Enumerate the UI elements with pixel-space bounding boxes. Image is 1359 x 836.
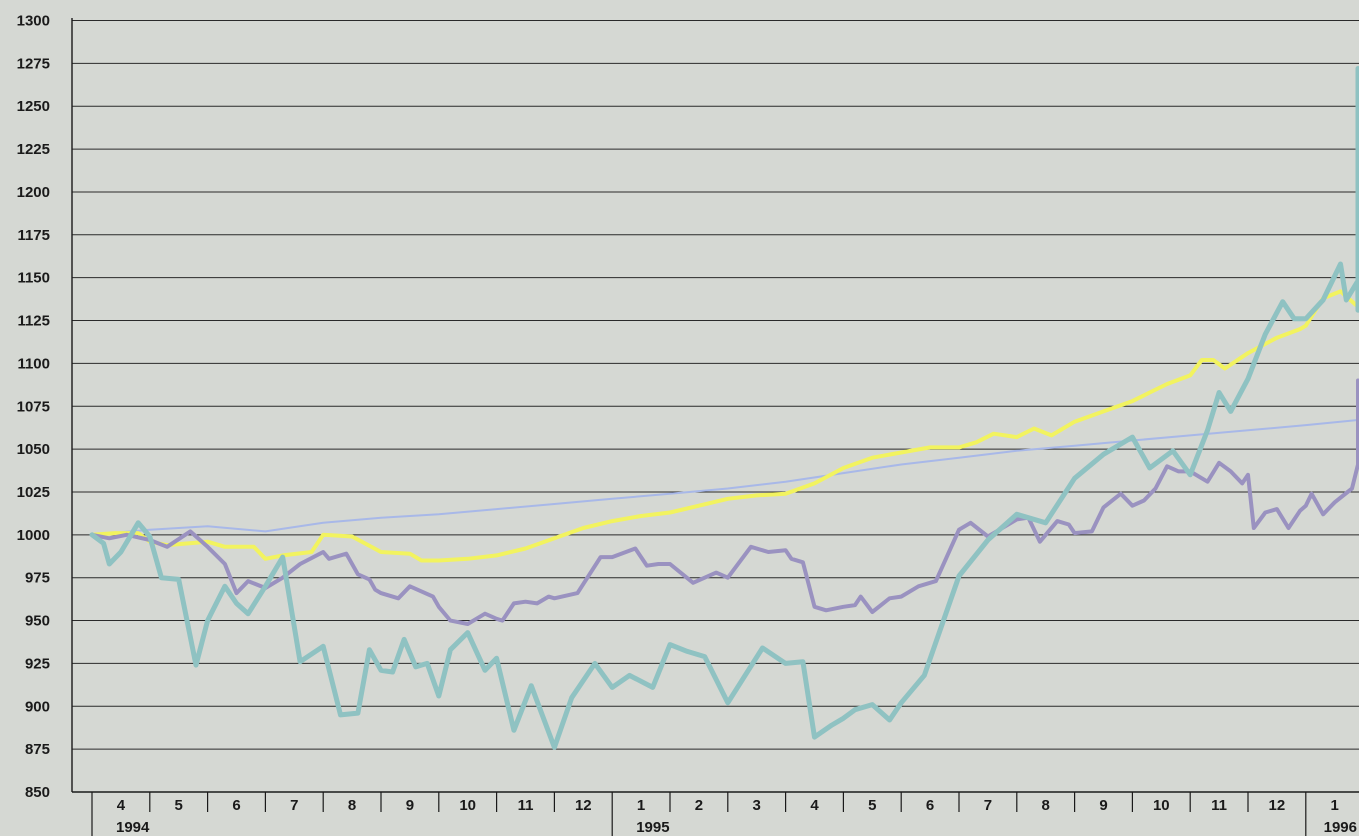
x-month-label: 9: [406, 797, 414, 814]
y-axis-tick-labels: 850 875 900 925 950 975 1000 1025 1050 1075 1100 11…: [17, 13, 50, 802]
x-month-label: 8: [348, 797, 356, 814]
x-month-label: 9: [1099, 797, 1107, 814]
x-month-label: 3: [753, 797, 761, 814]
y-tick-label: 1200: [17, 184, 50, 201]
x-month-label: 4: [810, 797, 819, 814]
series-line-1: [91, 413, 1359, 536]
y-tick-label: 900: [25, 698, 50, 715]
series-line-4: [89, 66, 1359, 750]
x-month-label: 11: [518, 797, 534, 814]
x-month-label: 10: [1153, 797, 1170, 814]
x-month-label: 7: [290, 797, 298, 814]
x-month-label: 10: [459, 797, 476, 814]
x-month-label: 5: [175, 797, 183, 814]
x-month-label: 4: [117, 797, 126, 814]
y-tick-label: 1050: [17, 441, 50, 458]
y-tick-label: 1250: [17, 98, 50, 115]
y-tick-label: 875: [25, 741, 50, 758]
y-tick-label: 850: [25, 784, 50, 801]
y-tick-label: 1275: [17, 55, 50, 72]
x-month-label: 1: [1331, 797, 1339, 814]
x-month-label: 11: [1211, 797, 1227, 814]
y-tick-label: 925: [25, 655, 50, 672]
x-month-label: 12: [575, 797, 592, 814]
y-tick-label: 1300: [17, 13, 50, 30]
y-tick-label: 1000: [17, 527, 50, 544]
x-month-label: 1: [637, 797, 645, 814]
x-year-label: 1996: [1324, 819, 1357, 836]
gridlines: [72, 20, 1359, 750]
y-tick-label: 1175: [17, 227, 50, 244]
x-month-label: 2: [695, 797, 703, 814]
x-month-label: 5: [868, 797, 876, 814]
y-tick-label: 1125: [17, 313, 50, 330]
y-tick-label: 1100: [17, 355, 50, 372]
x-year-label: 1995: [636, 819, 669, 836]
x-month-label: 8: [1042, 797, 1050, 814]
y-tick-label: 975: [25, 570, 50, 587]
y-tick-label: 1225: [17, 141, 50, 158]
x-month-label: 12: [1269, 797, 1286, 814]
x-year-label: 1994: [116, 819, 150, 836]
series-line-2: [90, 275, 1359, 563]
y-tick-label: 950: [25, 613, 50, 630]
x-month-label: 6: [926, 797, 934, 814]
x-month-label: 6: [232, 797, 240, 814]
series-line-3: [90, 378, 1359, 626]
y-tick-label: 1075: [17, 398, 50, 415]
x-month-label: 7: [984, 797, 992, 814]
y-tick-label: 1150: [17, 270, 50, 287]
y-tick-label: 1025: [17, 484, 50, 501]
series-layer: [89, 66, 1359, 750]
